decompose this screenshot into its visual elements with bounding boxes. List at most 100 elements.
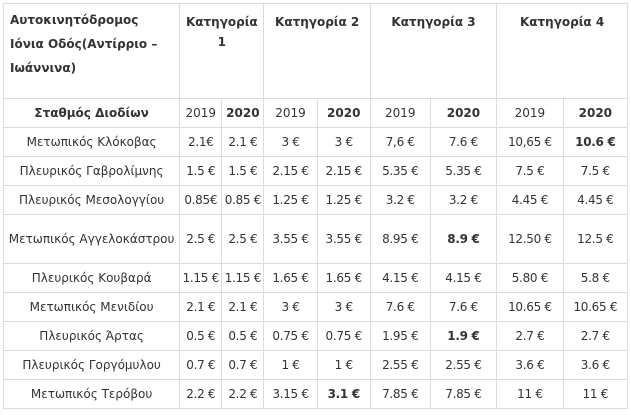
price-cell: 4.15 € <box>369 263 431 293</box>
year-header: 2019 <box>369 98 431 128</box>
price-cell: 5.80 € <box>496 263 564 293</box>
year-header-row: Σταθμός Διοδίων 2019 2020 2019 2020 2019… <box>2 98 629 128</box>
category-header-row: Αυτοκινητόδρομος Ιόνια Οδός(Αντίρριο – Ι… <box>2 3 628 99</box>
price-cell: 3.55 € <box>263 214 318 264</box>
station-name: Πλευρικός Γοργόμυλου <box>2 350 181 380</box>
price-cell: 1 € <box>316 350 371 380</box>
year-header: 2019 <box>496 98 564 128</box>
station-name: Πλευρικός Γαβρολίμνης <box>2 156 181 186</box>
station-name: Πλευρικός Άρτας <box>2 321 181 351</box>
price-cell: 2.15 € <box>263 156 318 186</box>
price-cell: 0.5 € <box>179 321 223 351</box>
price-cell: 1.5 € <box>179 156 223 186</box>
price-cell: 1.65 € <box>263 263 318 293</box>
price-cell: 1.25 € <box>316 185 371 215</box>
year-header: 2020 <box>429 98 498 128</box>
price-cell: 2.1 € <box>221 127 265 157</box>
station-column-header: Σταθμός Διοδίων <box>2 98 181 128</box>
price-cell: 10.6 € <box>562 127 629 157</box>
station-name: Μετωπικός Αγγελοκάστρου <box>2 214 181 264</box>
price-cell: 2.1 € <box>221 292 265 322</box>
price-cell: 3.1 € <box>316 379 371 409</box>
price-cell: 1.5 € <box>221 156 265 186</box>
price-cell: 7,6 € <box>369 127 431 157</box>
price-cell: 2.2 € <box>179 379 223 409</box>
price-cell: 2.1 € <box>179 292 223 322</box>
table-row: Μετωπικός Κλόκοβας 2.1€ 2.1 € 3 € 3 € 7,… <box>2 127 629 157</box>
price-cell: 11 € <box>496 379 564 409</box>
price-cell: 0.5 € <box>221 321 265 351</box>
year-header: 2020 <box>562 98 629 128</box>
year-header: 2020 <box>221 98 265 128</box>
price-cell: 11 € <box>562 379 629 409</box>
price-cell: 2.2 € <box>221 379 265 409</box>
price-cell: 7.85 € <box>429 379 498 409</box>
price-cell: 1.15 € <box>179 263 223 293</box>
price-cell: 3 € <box>316 292 371 322</box>
table-row: Πλευρικός Άρτας 0.5 € 0.5 € 0.75 € 0.75 … <box>2 321 629 351</box>
price-cell: 8.9 € <box>429 214 498 264</box>
price-cell: 0.85€ <box>179 185 223 215</box>
table-row: Πλευρικός Γαβρολίμνης 1.5 € 1.5 € 2.15 €… <box>2 156 629 186</box>
price-cell: 3.15 € <box>263 379 318 409</box>
price-cell: 2.55 € <box>429 350 498 380</box>
category-3-header: Κατηγορία 3 <box>369 3 498 99</box>
table-row: Πλευρικός Μεσολογγίου 0.85€ 0.85 € 1.25 … <box>2 185 629 215</box>
station-name: Μετωπικός Μενιδίου <box>2 292 181 322</box>
price-cell: 3.2 € <box>369 185 431 215</box>
price-cell: 3.55 € <box>316 214 371 264</box>
price-cell: 2.5 € <box>179 214 223 264</box>
price-cell: 2.1€ <box>179 127 223 157</box>
year-header: 2019 <box>179 98 223 128</box>
station-name: Μετωπικός Τερόβου <box>2 379 181 409</box>
price-cell: 10,65 € <box>496 127 564 157</box>
price-cell: 2.15 € <box>316 156 371 186</box>
price-cell: 1.9 € <box>429 321 498 351</box>
price-cell: 2.7 € <box>496 321 564 351</box>
price-cell: 2.5 € <box>221 214 265 264</box>
price-cell: 4.45 € <box>562 185 629 215</box>
price-cell: 3 € <box>263 292 318 322</box>
year-header: 2020 <box>316 98 371 128</box>
price-cell: 0.85 € <box>221 185 265 215</box>
price-cell: 7.6 € <box>429 127 498 157</box>
station-name: Πλευρικός Μεσολογγίου <box>2 185 181 215</box>
price-cell: 10.65 € <box>496 292 564 322</box>
price-cell: 3.6 € <box>496 350 564 380</box>
table-title: Αυτοκινητόδρομος Ιόνια Οδός(Αντίρριο – Ι… <box>2 3 181 99</box>
price-cell: 4.15 € <box>429 263 498 293</box>
price-cell: 1.65 € <box>316 263 371 293</box>
price-cell: 8.95 € <box>369 214 431 264</box>
price-cell: 5.35 € <box>369 156 431 186</box>
price-cell: 2.55 € <box>369 350 431 380</box>
price-cell: 1.25 € <box>263 185 318 215</box>
price-cell: 12.50 € <box>496 214 564 264</box>
station-name: Πλευρικός Κουβαρά <box>2 263 181 293</box>
price-cell: 0.7 € <box>221 350 265 380</box>
price-cell: 3 € <box>316 127 371 157</box>
toll-price-table: Αυτοκινητόδρομος Ιόνια Οδός(Αντίρριο – Ι… <box>2 3 629 409</box>
price-cell: 1.15 € <box>221 263 265 293</box>
price-cell: 7.5 € <box>496 156 564 186</box>
table-row: Πλευρικός Κουβαρά 1.15 € 1.15 € 1.65 € 1… <box>2 263 629 293</box>
price-cell: 0.75 € <box>263 321 318 351</box>
price-cell: 7.6 € <box>369 292 431 322</box>
price-cell: 12.5 € <box>562 214 629 264</box>
table-row: Μετωπικός Μενιδίου 2.1 € 2.1 € 3 € 3 € 7… <box>2 292 629 322</box>
category-4-header: Κατηγορία 4 <box>496 3 628 99</box>
price-cell: 7.5 € <box>562 156 629 186</box>
price-cell: 10.65 € <box>562 292 629 322</box>
category-1-header: Κατηγορία 1 <box>179 3 265 99</box>
price-cell: 7.85 € <box>369 379 431 409</box>
price-cell: 7.6 € <box>429 292 498 322</box>
price-cell: 1 € <box>263 350 318 380</box>
price-cell: 5.35 € <box>429 156 498 186</box>
price-cell: 5.8 € <box>562 263 629 293</box>
price-cell: 3.6 € <box>562 350 629 380</box>
table-row: Μετωπικός Αγγελοκάστρου 2.5 € 2.5 € 3.55… <box>2 214 629 264</box>
price-cell: 2.7 € <box>562 321 629 351</box>
price-cell: 0.7 € <box>179 350 223 380</box>
station-name: Μετωπικός Κλόκοβας <box>2 127 181 157</box>
price-cell: 0.75 € <box>316 321 371 351</box>
